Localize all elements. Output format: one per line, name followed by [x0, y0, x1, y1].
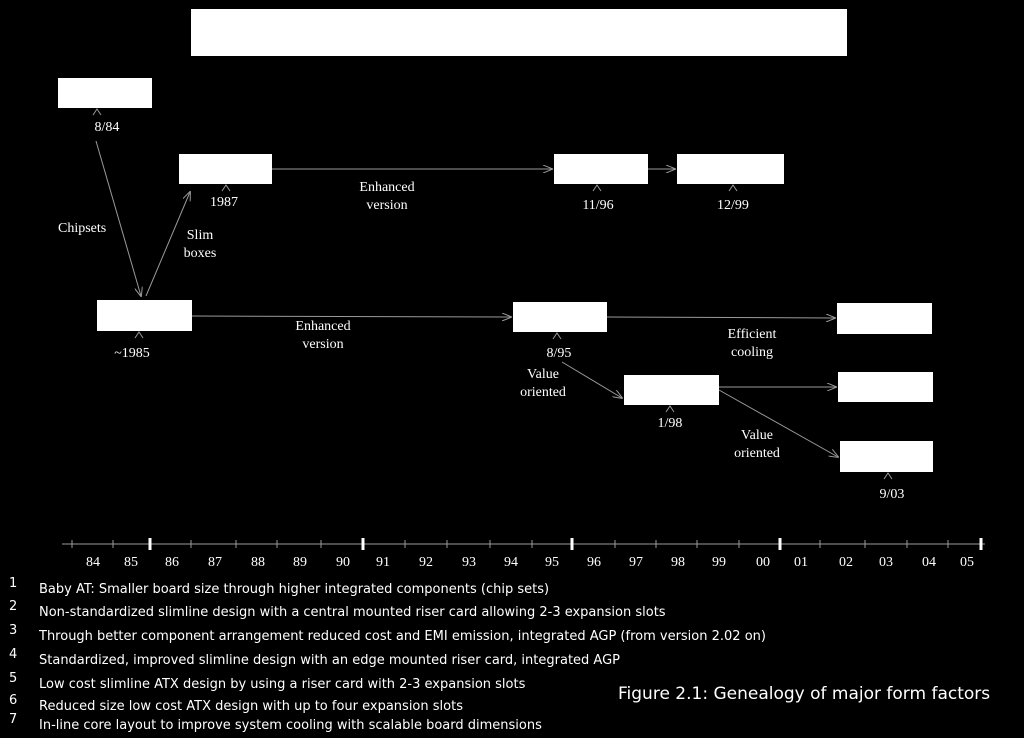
value-9-03-box — [840, 441, 933, 472]
arrow-value-oriented-1 — [561, 361, 622, 398]
arrow-efficient-cooling — [606, 317, 835, 318]
note-item: 6 Reduced size low cost ATX design with … — [0, 693, 600, 719]
note-number: 1 — [9, 576, 18, 591]
baby-at-box — [58, 78, 152, 108]
at-1985-box — [97, 300, 192, 331]
year-label: 91 — [376, 555, 390, 570]
note-item: 5 Low cost slimline ATX design by using … — [0, 671, 600, 697]
microatx-next-box — [838, 372, 933, 402]
atx-efficient-box — [837, 303, 932, 334]
year-label: 01 — [794, 555, 808, 570]
note-item: 4 Standardized, improved slimline design… — [0, 647, 620, 673]
slim-12-99-box — [677, 154, 784, 184]
year-label: 95 — [545, 555, 559, 570]
date-label: 8/95 — [546, 346, 572, 361]
date-label: 1987 — [210, 195, 238, 210]
note-number: 3 — [9, 623, 18, 638]
date-label: ~1985 — [114, 346, 150, 361]
year-label: 97 — [629, 555, 643, 570]
edge-label-value-oriented-1: Value oriented — [520, 367, 566, 400]
year-label: 02 — [839, 555, 853, 570]
note-item: 7 In-line core layout to improve system … — [0, 712, 600, 738]
title-box — [191, 9, 847, 56]
year-label: 05 — [960, 555, 974, 570]
year-label: 84 — [86, 555, 100, 570]
date-label: 9/03 — [879, 487, 905, 502]
timeline-ticks — [71, 538, 983, 550]
note-number: 2 — [9, 599, 18, 614]
year-label: 00 — [756, 555, 770, 570]
year-label: 86 — [165, 555, 179, 570]
date-label: 11/96 — [582, 198, 614, 213]
note-item: 1 Baby AT: Smaller board size through hi… — [0, 576, 600, 602]
enhanced-slim-box — [554, 154, 648, 184]
edge-label-value-oriented-2: Value oriented — [734, 428, 780, 461]
note-text: Low cost slimline ATX design by using a … — [39, 677, 526, 692]
figure-caption: Figure 2.1: Genealogy of major form fact… — [618, 684, 991, 704]
note-number: 7 — [9, 712, 18, 727]
year-label: 88 — [251, 555, 265, 570]
date-label: 1/98 — [657, 416, 683, 431]
year-label: 87 — [208, 555, 222, 570]
note-text: Reduced size low cost ATX design with up… — [39, 699, 463, 714]
year-label: 85 — [124, 555, 138, 570]
microatx-box — [624, 375, 719, 405]
year-label: 94 — [504, 555, 518, 570]
year-label: 90 — [336, 555, 350, 570]
edge-label-efficient-cooling: Efficient cooling — [727, 327, 777, 360]
year-label: 04 — [922, 555, 936, 570]
note-number: 4 — [9, 647, 18, 662]
note-text: Through better component arrangement red… — [39, 629, 766, 644]
date-label: 8/84 — [94, 120, 120, 135]
note-item: 2 Non-standardized slimline design with … — [0, 599, 666, 625]
year-label: 89 — [293, 555, 307, 570]
edge-label-chipsets: Chipsets — [58, 221, 107, 236]
year-label: 03 — [879, 555, 893, 570]
date-label: 12/99 — [717, 198, 749, 213]
year-label: 96 — [587, 555, 601, 570]
edge-label-slim-boxes: Slim boxes — [183, 228, 217, 261]
year-label: 99 — [712, 555, 726, 570]
year-label: 98 — [671, 555, 685, 570]
edge-label-enhanced-mid: Enhanced version — [295, 319, 351, 352]
arrow-chipsets — [95, 140, 141, 296]
note-text: Non-standardized slimline design with a … — [39, 605, 666, 620]
slimline-box — [179, 154, 272, 184]
edge-label-enhanced-top: Enhanced version — [359, 180, 415, 213]
year-label: 93 — [462, 555, 476, 570]
year-label: 92 — [419, 555, 433, 570]
note-text: Standardized, improved slimline design w… — [39, 653, 620, 668]
note-text: Baby AT: Smaller board size through high… — [39, 582, 550, 597]
atx-box — [513, 302, 607, 332]
note-number: 6 — [9, 693, 18, 708]
arrow-slim-boxes — [145, 192, 190, 297]
note-item: 3 Through better component arrangement r… — [0, 623, 766, 649]
note-number: 5 — [9, 671, 18, 686]
arrow-value-oriented-2 — [718, 389, 838, 457]
arrow-enhanced-mid — [191, 316, 511, 317]
note-text: In-line core layout to improve system co… — [39, 718, 542, 733]
